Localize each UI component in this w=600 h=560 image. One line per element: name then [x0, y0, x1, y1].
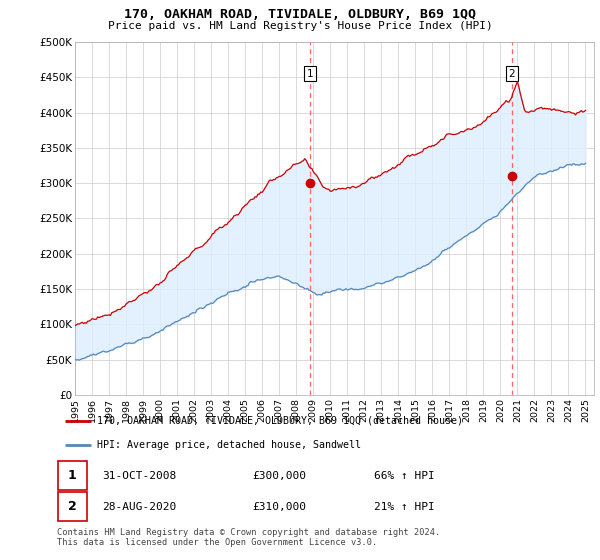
Text: 31-OCT-2008: 31-OCT-2008	[102, 471, 176, 481]
Text: 66% ↑ HPI: 66% ↑ HPI	[374, 471, 434, 481]
FancyBboxPatch shape	[58, 492, 86, 521]
Text: £310,000: £310,000	[253, 502, 307, 512]
Text: £300,000: £300,000	[253, 471, 307, 481]
Text: 1: 1	[307, 69, 314, 79]
Text: Price paid vs. HM Land Registry's House Price Index (HPI): Price paid vs. HM Land Registry's House …	[107, 21, 493, 31]
Text: 170, OAKHAM ROAD, TIVIDALE, OLDBURY, B69 1QQ (detached house): 170, OAKHAM ROAD, TIVIDALE, OLDBURY, B69…	[97, 416, 463, 426]
Text: 1: 1	[68, 469, 76, 483]
Text: 170, OAKHAM ROAD, TIVIDALE, OLDBURY, B69 1QQ: 170, OAKHAM ROAD, TIVIDALE, OLDBURY, B69…	[124, 8, 476, 21]
Text: 2: 2	[508, 69, 515, 79]
FancyBboxPatch shape	[58, 461, 86, 491]
Text: 21% ↑ HPI: 21% ↑ HPI	[374, 502, 434, 512]
Text: 28-AUG-2020: 28-AUG-2020	[102, 502, 176, 512]
Text: 2: 2	[68, 500, 76, 514]
Text: Contains HM Land Registry data © Crown copyright and database right 2024.
This d: Contains HM Land Registry data © Crown c…	[57, 528, 440, 547]
Text: HPI: Average price, detached house, Sandwell: HPI: Average price, detached house, Sand…	[97, 440, 361, 450]
